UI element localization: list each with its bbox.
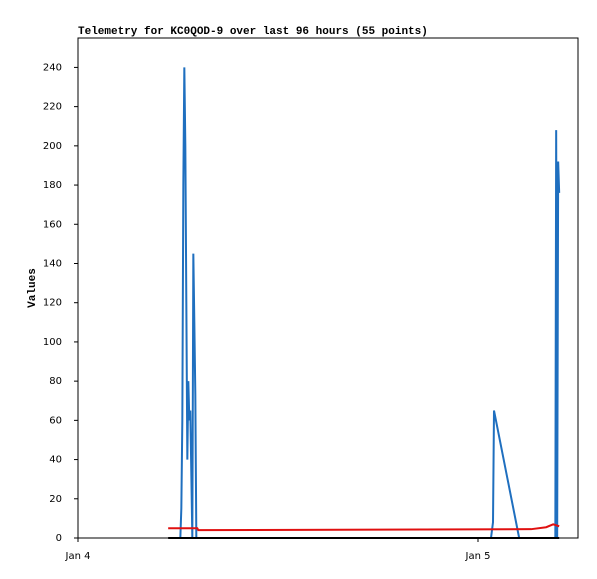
x-tick-label: Jan 4 bbox=[65, 551, 91, 562]
y-tick-label: 240 bbox=[43, 62, 62, 73]
y-axis-label: Values bbox=[27, 268, 39, 308]
y-tick-label: 100 bbox=[43, 337, 62, 348]
y-tick-label: 160 bbox=[43, 219, 62, 230]
plot-frame bbox=[77, 37, 579, 539]
x-tick-label: Jan 5 bbox=[465, 551, 491, 562]
chart-title: Telemetry for KC0QOD-9 over last 96 hour… bbox=[78, 26, 428, 38]
series-line bbox=[168, 523, 560, 532]
y-tick-label: 120 bbox=[43, 298, 62, 309]
series-line bbox=[179, 67, 561, 539]
y-tick-label: 20 bbox=[49, 494, 62, 505]
y-tick-label: 140 bbox=[43, 258, 62, 269]
y-tick-label: 40 bbox=[49, 455, 62, 466]
y-tick-label: 220 bbox=[43, 102, 62, 113]
y-tick-label: 80 bbox=[49, 376, 62, 387]
y-tick-label: 200 bbox=[43, 141, 62, 152]
y-tick-label: 60 bbox=[49, 415, 62, 426]
y-tick-label: 0 bbox=[56, 533, 62, 544]
y-tick-label: 180 bbox=[43, 180, 62, 191]
